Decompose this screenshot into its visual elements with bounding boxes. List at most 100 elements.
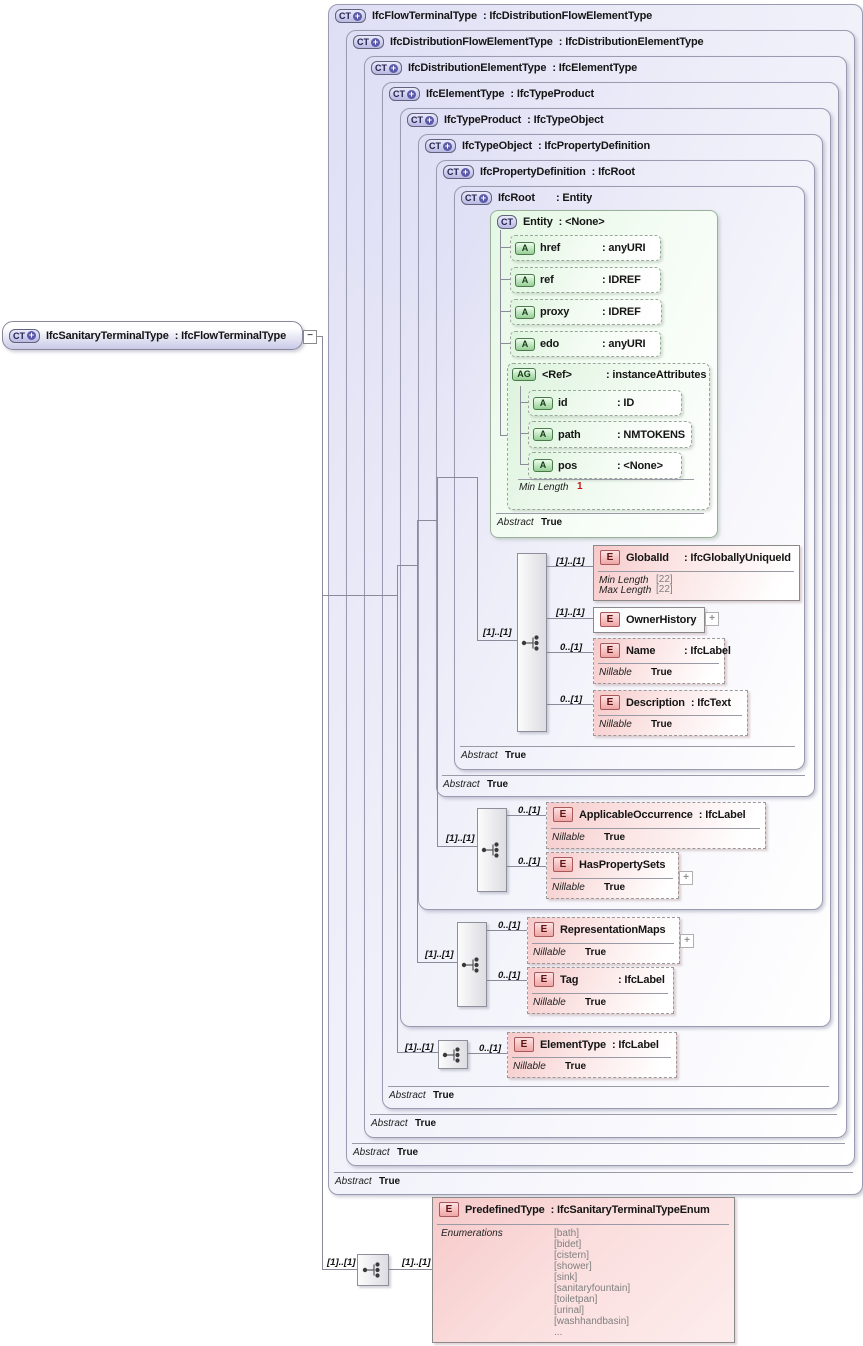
expand-plus-icon[interactable]: + xyxy=(371,36,380,47)
element-description[interactable]: E Description IfcText Nillable True xyxy=(593,690,748,736)
sequence-connector[interactable] xyxy=(438,1040,468,1069)
sequence-connector[interactable] xyxy=(457,922,487,1007)
complex-type-badge[interactable]: CT + xyxy=(389,87,420,101)
attribute-badge: A xyxy=(515,273,535,287)
root-type-name: IfcSanitaryTerminalType xyxy=(46,329,169,342)
element-badge: E xyxy=(600,550,620,565)
type-name: IfcElementType xyxy=(426,88,505,100)
cardinality-label: 0..[1] xyxy=(560,642,583,653)
root-base-type: IfcFlowTerminalType xyxy=(175,330,286,342)
expand-plus-icon[interactable]: + xyxy=(479,192,488,203)
sequence-connector[interactable] xyxy=(517,553,547,732)
complex-type-badge[interactable]: CT + xyxy=(335,9,366,23)
expand-button[interactable]: + xyxy=(679,871,693,885)
element-predefinedtype[interactable]: E PredefinedType IfcSanitaryTerminalType… xyxy=(432,1197,735,1343)
attribute-type: NMTOKENS xyxy=(617,429,685,441)
connector-line xyxy=(545,704,593,705)
type-name: IfcTypeProduct xyxy=(444,114,522,126)
attribute-ref[interactable]: A ref IDREF xyxy=(510,267,661,293)
attribute-type: ID xyxy=(617,397,634,409)
type-box-header[interactable]: CT+ IfcRoot Entity xyxy=(455,187,804,205)
type-name: IfcPropertyDefinition xyxy=(480,166,586,178)
attribute-type: <None> xyxy=(617,460,663,472)
connector-line xyxy=(500,435,507,436)
sequence-connector[interactable] xyxy=(477,808,507,892)
abstract-footer: Abstract True xyxy=(443,779,509,790)
element-name: OwnerHistory xyxy=(626,613,697,626)
element-ownerhistory[interactable]: E OwnerHistory xyxy=(593,607,705,633)
nillable-facet: Nillable True xyxy=(552,882,626,893)
attribute-proxy[interactable]: A proxy IDREF xyxy=(510,299,662,325)
connector-line xyxy=(322,595,397,596)
type-box-header[interactable]: CT Entity <None> xyxy=(491,211,717,229)
connector-line xyxy=(505,866,546,867)
footer-separator xyxy=(460,746,795,747)
attribute-pos[interactable]: A pos <None> xyxy=(528,452,682,479)
element-name[interactable]: E Name IfcLabel Nillable True xyxy=(593,638,731,684)
facet-separator xyxy=(532,943,674,944)
expand-plus-icon[interactable]: + xyxy=(425,114,434,125)
complex-type-badge[interactable]: CT + xyxy=(353,35,384,49)
base-type-name: IfcTypeObject xyxy=(527,114,604,126)
expand-plus-icon[interactable]: + xyxy=(461,166,470,177)
connector-line xyxy=(485,930,527,931)
base-type-name: IfcDistributionElementType xyxy=(559,36,703,48)
element-badge: E xyxy=(600,643,620,658)
complex-type-badge[interactable]: CT + xyxy=(407,113,438,127)
attribute-path[interactable]: A path NMTOKENS xyxy=(528,421,692,448)
element-tag[interactable]: E Tag IfcLabel Nillable True xyxy=(527,967,674,1014)
attribute-group-header: AG <Ref> instanceAttributes xyxy=(508,364,709,381)
attribute-edo[interactable]: A edo anyURI xyxy=(510,331,661,357)
complex-type-badge[interactable]: CT + xyxy=(425,139,456,153)
type-box-header[interactable]: CT+ IfcTypeObject IfcPropertyDefinition xyxy=(419,135,822,153)
element-elementtype[interactable]: E ElementType IfcLabel Nillable True xyxy=(507,1032,677,1078)
complex-type-badge[interactable]: CT + xyxy=(9,328,40,343)
connector-line xyxy=(477,477,478,640)
type-box-header[interactable]: CT+ IfcPropertyDefinition IfcRoot xyxy=(437,161,814,179)
cardinality-label: [1]..[1] xyxy=(405,1042,434,1053)
root-type-box[interactable]: CT+ IfcSanitaryTerminalType IfcFlowTermi… xyxy=(2,321,303,350)
connector-line xyxy=(322,336,323,1269)
sequence-icon xyxy=(481,842,499,858)
attribute-badge: A xyxy=(533,396,553,410)
type-name: IfcFlowTerminalType xyxy=(372,10,477,22)
attribute-name: path xyxy=(558,428,581,441)
sequence-connector[interactable] xyxy=(357,1254,389,1286)
complex-type-badge[interactable]: CT + xyxy=(443,165,474,179)
type-name: IfcRoot xyxy=(498,192,535,204)
type-name: IfcDistributionElementType xyxy=(408,62,547,74)
connector-line xyxy=(397,565,417,566)
cardinality-label: 0..[1] xyxy=(498,970,521,981)
connector-line xyxy=(417,520,418,962)
facet-separator xyxy=(551,878,673,879)
expand-button[interactable]: + xyxy=(680,934,694,948)
type-box-header[interactable]: CT+ IfcFlowTerminalType IfcDistributionF… xyxy=(329,5,862,23)
expand-plus-icon[interactable]: + xyxy=(407,88,416,99)
nillable-facet: Nillable True xyxy=(552,832,626,843)
type-box-header[interactable]: CT+ IfcDistributionElementType IfcElemen… xyxy=(365,57,846,75)
complex-type-badge[interactable]: CT + xyxy=(461,191,492,205)
expand-plus-icon[interactable]: + xyxy=(353,10,362,21)
expand-button[interactable]: + xyxy=(705,612,719,626)
base-type-name: IfcRoot xyxy=(592,166,635,178)
complex-type-badge[interactable]: CT + xyxy=(371,61,402,75)
element-globalid[interactable]: E GlobalId IfcGloballyUniqueId Min Lengt… xyxy=(593,545,800,601)
expand-plus-icon[interactable]: + xyxy=(27,330,36,340)
collapse-toggle[interactable]: − xyxy=(303,330,317,344)
attribute-href[interactable]: A href anyURI xyxy=(510,235,661,261)
element-applicableoccurrence[interactable]: E ApplicableOccurrence IfcLabel Nillable… xyxy=(546,802,766,849)
cardinality-label: 0..[1] xyxy=(560,694,583,705)
element-badge: E xyxy=(600,695,620,710)
connector-line xyxy=(322,1269,357,1270)
element-haspropertysets[interactable]: E HasPropertySets Nillable True xyxy=(546,852,679,899)
element-representationmaps[interactable]: E RepresentationMaps Nillable True xyxy=(527,917,680,964)
element-type: IfcGloballyUniqueId xyxy=(684,552,791,564)
type-box-header[interactable]: CT+ IfcTypeProduct IfcTypeObject xyxy=(401,109,830,127)
connector-line xyxy=(437,846,477,847)
attribute-id[interactable]: A id ID xyxy=(528,390,682,416)
type-box-header[interactable]: CT+ IfcElementType IfcTypeProduct xyxy=(383,83,838,101)
connector-line xyxy=(397,565,398,1053)
type-box-header[interactable]: CT+ IfcDistributionFlowElementType IfcDi… xyxy=(347,31,854,49)
expand-plus-icon[interactable]: + xyxy=(389,62,398,73)
expand-plus-icon[interactable]: + xyxy=(443,140,452,151)
